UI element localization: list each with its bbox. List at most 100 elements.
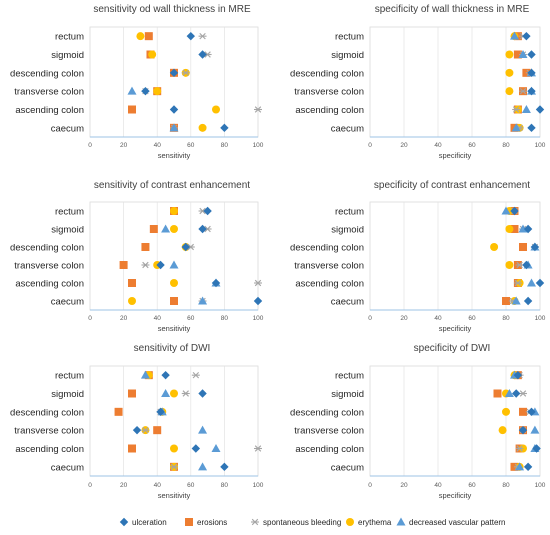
category-label: descending colon bbox=[10, 68, 84, 79]
data-point-ulceration bbox=[513, 370, 523, 380]
data-point-bleeding bbox=[519, 87, 527, 95]
data-point-ulceration bbox=[156, 260, 165, 270]
data-point-vascular bbox=[518, 50, 528, 58]
category-label: caecum bbox=[51, 462, 84, 473]
x-tick-label: 80 bbox=[221, 482, 229, 489]
data-point-vascular bbox=[161, 389, 171, 397]
data-point-erosions bbox=[141, 243, 150, 251]
data-point-ulceration bbox=[141, 86, 150, 96]
data-point-ulceration bbox=[203, 206, 212, 216]
x-tick-label: 80 bbox=[221, 315, 229, 322]
data-point-erythema bbox=[505, 225, 514, 233]
x-axis-title: sensitivity bbox=[158, 151, 191, 160]
data-point-ulceration bbox=[527, 86, 536, 96]
x-tick-label: 20 bbox=[120, 315, 128, 322]
legend-label: erosions bbox=[197, 518, 227, 527]
data-point-ulceration bbox=[522, 31, 531, 41]
x-tick-label: 100 bbox=[253, 315, 264, 322]
data-point-ulceration bbox=[535, 105, 545, 114]
data-point-ulceration bbox=[510, 206, 519, 216]
data-point-erosions bbox=[519, 243, 527, 251]
category-label: sigmoid bbox=[51, 389, 84, 400]
data-point-erythema bbox=[170, 225, 178, 233]
data-point-erythema bbox=[128, 297, 136, 305]
x-tick-label: 100 bbox=[535, 142, 546, 149]
data-point-ulceration bbox=[535, 278, 545, 288]
data-point-ulceration bbox=[527, 407, 536, 417]
chart-title: sensitivity of contrast enhancement bbox=[94, 180, 250, 191]
data-point-vascular bbox=[198, 296, 208, 305]
x-axis-title: sensitivity bbox=[158, 491, 191, 500]
x-tick-label: 0 bbox=[88, 315, 92, 322]
category-label: caecum bbox=[51, 123, 84, 134]
data-point-erythema bbox=[490, 243, 499, 251]
legend-marker-ulceration bbox=[119, 517, 129, 527]
data-point-vascular bbox=[530, 425, 540, 434]
data-point-bleeding bbox=[170, 463, 178, 471]
data-point-erythema bbox=[505, 87, 514, 96]
data-point-erosions bbox=[149, 225, 158, 233]
data-point-ulceration bbox=[198, 224, 207, 234]
chart-panel: sensitivity of DWI 0 20 40 60 80 100 sensitivit… bbox=[10, 343, 264, 500]
data-point-ulceration bbox=[523, 224, 533, 234]
data-point-erythema bbox=[505, 68, 514, 77]
data-point-ulceration bbox=[220, 123, 229, 133]
data-point-erosions bbox=[119, 261, 128, 269]
x-tick-label: 100 bbox=[535, 482, 546, 489]
legend-marker-erythema bbox=[346, 518, 354, 526]
category-label: sigmoid bbox=[331, 389, 364, 400]
data-point-erythema bbox=[502, 407, 510, 416]
x-tick-label: 60 bbox=[187, 315, 195, 322]
data-point-erythema bbox=[212, 105, 220, 114]
data-point-erythema bbox=[148, 50, 157, 59]
data-point-erythema bbox=[505, 261, 514, 269]
x-tick-label: 40 bbox=[154, 482, 162, 489]
data-point-bleeding bbox=[141, 426, 150, 434]
category-label: ascending colon bbox=[15, 279, 84, 290]
data-point-vascular bbox=[211, 444, 221, 452]
category-label: rectum bbox=[335, 32, 364, 43]
data-point-bleeding bbox=[181, 390, 190, 397]
data-point-bleeding bbox=[513, 279, 522, 287]
data-point-vascular bbox=[169, 260, 179, 269]
data-point-ulceration bbox=[169, 105, 179, 114]
x-tick-label: 60 bbox=[468, 142, 476, 149]
category-label: ascending colon bbox=[295, 444, 364, 455]
data-point-erosions bbox=[128, 105, 136, 114]
data-point-bleeding bbox=[181, 69, 190, 77]
data-point-ulceration bbox=[132, 425, 142, 435]
category-label: sigmoid bbox=[331, 50, 364, 61]
data-point-ulceration bbox=[522, 260, 531, 270]
data-point-erosions bbox=[128, 279, 136, 287]
x-tick-label: 20 bbox=[400, 482, 408, 489]
legend-label: decreased vascular pattern bbox=[409, 518, 506, 527]
data-point-erosions bbox=[510, 225, 519, 233]
data-point-vascular bbox=[511, 296, 521, 305]
x-tick-label: 60 bbox=[187, 482, 195, 489]
data-point-vascular bbox=[510, 31, 519, 40]
x-tick-label: 40 bbox=[434, 142, 442, 149]
x-tick-label: 0 bbox=[368, 482, 372, 489]
chart-title: sensitivity of DWI bbox=[134, 343, 211, 354]
chart-panel: specificity of contrast enhancement 0 20 40… bbox=[290, 180, 546, 333]
x-tick-label: 0 bbox=[88, 482, 92, 489]
category-label: sigmoid bbox=[331, 225, 364, 236]
data-point-ulceration bbox=[512, 389, 521, 398]
category-label: rectum bbox=[335, 207, 364, 218]
data-point-ulceration bbox=[220, 462, 229, 472]
data-point-vascular bbox=[504, 389, 514, 397]
legend-item-ulceration: ulceration bbox=[119, 517, 167, 527]
data-point-bleeding bbox=[515, 445, 524, 452]
data-point-ulceration bbox=[523, 462, 533, 472]
data-point-ulceration bbox=[527, 68, 536, 78]
data-point-vascular bbox=[501, 206, 511, 215]
category-label: descending colon bbox=[290, 68, 364, 79]
data-point-erosions bbox=[114, 407, 123, 416]
data-point-ulceration bbox=[523, 296, 533, 306]
x-tick-label: 0 bbox=[368, 142, 372, 149]
category-label: transverse colon bbox=[294, 87, 364, 98]
legend: ulceration erosions spontaneous bleeding er… bbox=[119, 517, 506, 527]
chart-panels: sensitivity od wall thickness in MRE 0 20 4… bbox=[10, 4, 546, 500]
x-axis-title: sensitivity bbox=[158, 324, 191, 333]
data-point-ulceration bbox=[253, 296, 263, 306]
